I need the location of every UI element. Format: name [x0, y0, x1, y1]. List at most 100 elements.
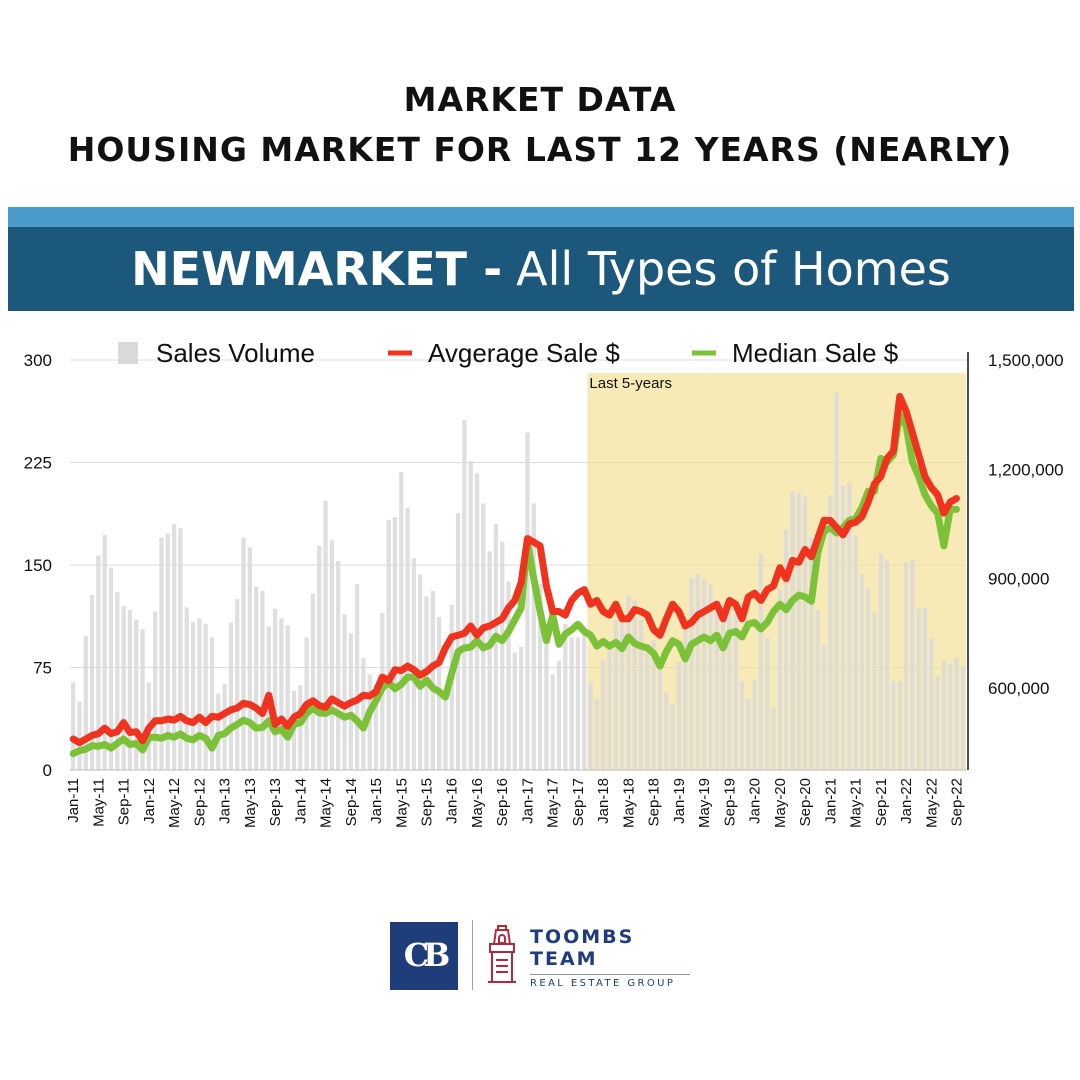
sales-volume-bar — [253, 586, 259, 770]
sales-volume-bar — [519, 647, 524, 770]
sales-volume-bar — [657, 660, 663, 770]
sales-volume-bar — [96, 555, 101, 770]
x-tick-label: May-13 — [242, 778, 259, 828]
x-tick-label: May-20 — [772, 778, 789, 828]
sales-volume-bar — [500, 541, 505, 770]
sales-volume-bar — [159, 537, 164, 770]
sales-volume-bar — [784, 529, 789, 770]
sales-volume-bar — [689, 578, 694, 770]
sales-volume-bar — [386, 519, 391, 770]
sales-volume-bar — [77, 701, 82, 770]
x-tick-label: Jan-15 — [368, 778, 385, 824]
sales-volume-bar — [367, 674, 372, 770]
x-tick-label: Jan-19 — [671, 778, 688, 824]
legend-label: Sales Volume — [156, 338, 315, 368]
sales-volume-bar — [954, 657, 959, 770]
x-tick-label: May-19 — [696, 778, 713, 828]
x-tick-label: May-15 — [393, 778, 410, 828]
sales-volume-bar — [903, 562, 909, 770]
sales-volume-bar — [405, 507, 410, 770]
sales-volume-bar — [537, 584, 543, 770]
sales-volume-bar — [512, 652, 517, 770]
left-tick-label: 300 — [24, 351, 52, 370]
sales-volume-bar — [948, 663, 953, 770]
coldwell-banker-logo: CB — [390, 922, 458, 990]
sales-volume-bar — [272, 608, 278, 770]
sales-volume-bar — [449, 604, 454, 770]
sales-volume-bar — [840, 485, 846, 770]
x-tick-label: Sep-20 — [797, 778, 814, 826]
sales-volume-bar — [796, 492, 801, 770]
price-lines — [69, 392, 960, 758]
sales-volume-bar — [430, 590, 435, 770]
sales-volume-bar — [891, 681, 896, 770]
x-tick-label: Jan-17 — [519, 778, 536, 824]
x-tick-label: Jan-12 — [141, 778, 158, 824]
sales-volume-bar — [695, 574, 700, 770]
sales-volume-bar — [809, 537, 814, 770]
sales-volume-bar — [506, 581, 511, 770]
tower-icon — [488, 925, 516, 983]
x-tick-label: Jan-21 — [822, 778, 839, 824]
sales-volume-bar — [941, 660, 947, 770]
logo-divider — [472, 920, 473, 990]
sales-volume-bar — [184, 607, 189, 770]
sales-volume-bar — [455, 513, 461, 770]
sales-volume-bar — [115, 592, 120, 770]
sales-volume-bar — [752, 679, 757, 770]
sales-volume-bar — [834, 392, 839, 770]
sales-volume-bar — [474, 473, 480, 770]
sales-volume-bar — [310, 593, 316, 770]
x-tick-label: May-11 — [90, 778, 107, 827]
x-tick-label: May-14 — [318, 778, 335, 828]
sales-volume-bar — [317, 545, 322, 770]
x-tick-label: Sep-12 — [191, 778, 208, 826]
sales-volume-bar — [701, 578, 707, 770]
sales-volume-bar — [607, 648, 612, 770]
sales-volume-bar — [847, 483, 852, 770]
x-tick-label: Sep-16 — [494, 778, 511, 826]
x-tick-label: May-12 — [166, 778, 183, 828]
page-title: MARKET DATA — [403, 80, 677, 119]
right-tick-label: 1,500,000 — [988, 351, 1064, 370]
sales-volume-bar — [153, 611, 158, 770]
sales-volume-bar — [613, 619, 618, 770]
sales-volume-bar — [582, 633, 587, 770]
sales-volume-bar — [83, 636, 88, 770]
sales-volume-bar — [121, 606, 126, 770]
sales-volume-bar — [127, 610, 133, 770]
x-tick-label: Jan-18 — [595, 778, 612, 824]
x-tick-label: Jan-11 — [65, 778, 82, 823]
sales-volume-bar — [260, 590, 265, 770]
left-tick-label: 150 — [24, 556, 52, 575]
sales-volume-bar — [588, 682, 593, 770]
cb-mark: CB — [403, 936, 451, 974]
sales-volume-bar — [777, 589, 783, 770]
sales-volume-bar — [342, 614, 347, 770]
sales-volume-bar — [727, 611, 732, 770]
sales-volume-bar — [664, 692, 669, 770]
sales-volume-bar — [720, 606, 726, 770]
legend: Sales Volume Avgerage Sale $ Median Sale $ — [118, 338, 899, 368]
sales-volume-bar — [392, 517, 398, 770]
sales-volume-bars — [71, 392, 965, 770]
sales-volume-bar — [765, 637, 770, 770]
sales-volume-bar — [910, 559, 915, 770]
sales-volume-bar — [298, 685, 303, 770]
x-tick-label: Sep-22 — [949, 778, 966, 826]
sales-volume-bar — [897, 681, 902, 770]
left-tick-label: 75 — [33, 659, 52, 678]
sales-volume-bar — [601, 660, 606, 770]
sales-volume-bar — [399, 472, 404, 770]
x-tick-label: May-18 — [620, 778, 637, 828]
x-tick-label: Sep-13 — [267, 778, 284, 826]
x-tick-label: Jan-13 — [217, 778, 234, 824]
sales-volume-bar — [746, 698, 751, 770]
sales-volume-bar — [108, 567, 114, 770]
x-tick-label: May-22 — [923, 778, 940, 828]
sales-volume-bar — [859, 574, 865, 770]
sales-volume-bar — [203, 623, 208, 770]
x-tick-label: Sep-21 — [873, 778, 890, 826]
sales-volume-bar — [544, 627, 549, 770]
sales-volume-bar — [645, 652, 650, 770]
